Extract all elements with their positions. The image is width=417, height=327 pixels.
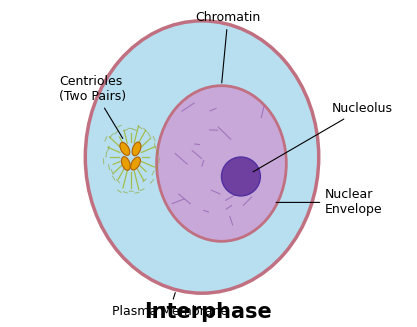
Ellipse shape [85, 21, 319, 293]
Ellipse shape [132, 142, 141, 156]
Ellipse shape [121, 157, 130, 170]
Text: Interphase: Interphase [145, 302, 272, 322]
Ellipse shape [120, 143, 130, 155]
Ellipse shape [131, 157, 141, 170]
Ellipse shape [157, 86, 286, 241]
Text: Plasma Membrane: Plasma Membrane [111, 293, 228, 318]
Text: Chromatin: Chromatin [195, 11, 261, 83]
Ellipse shape [221, 157, 260, 196]
Text: Centrioles
(Two Pairs): Centrioles (Two Pairs) [59, 75, 126, 138]
Text: Nucleolus: Nucleolus [253, 102, 393, 172]
Text: Nuclear
Envelope: Nuclear Envelope [276, 188, 383, 216]
